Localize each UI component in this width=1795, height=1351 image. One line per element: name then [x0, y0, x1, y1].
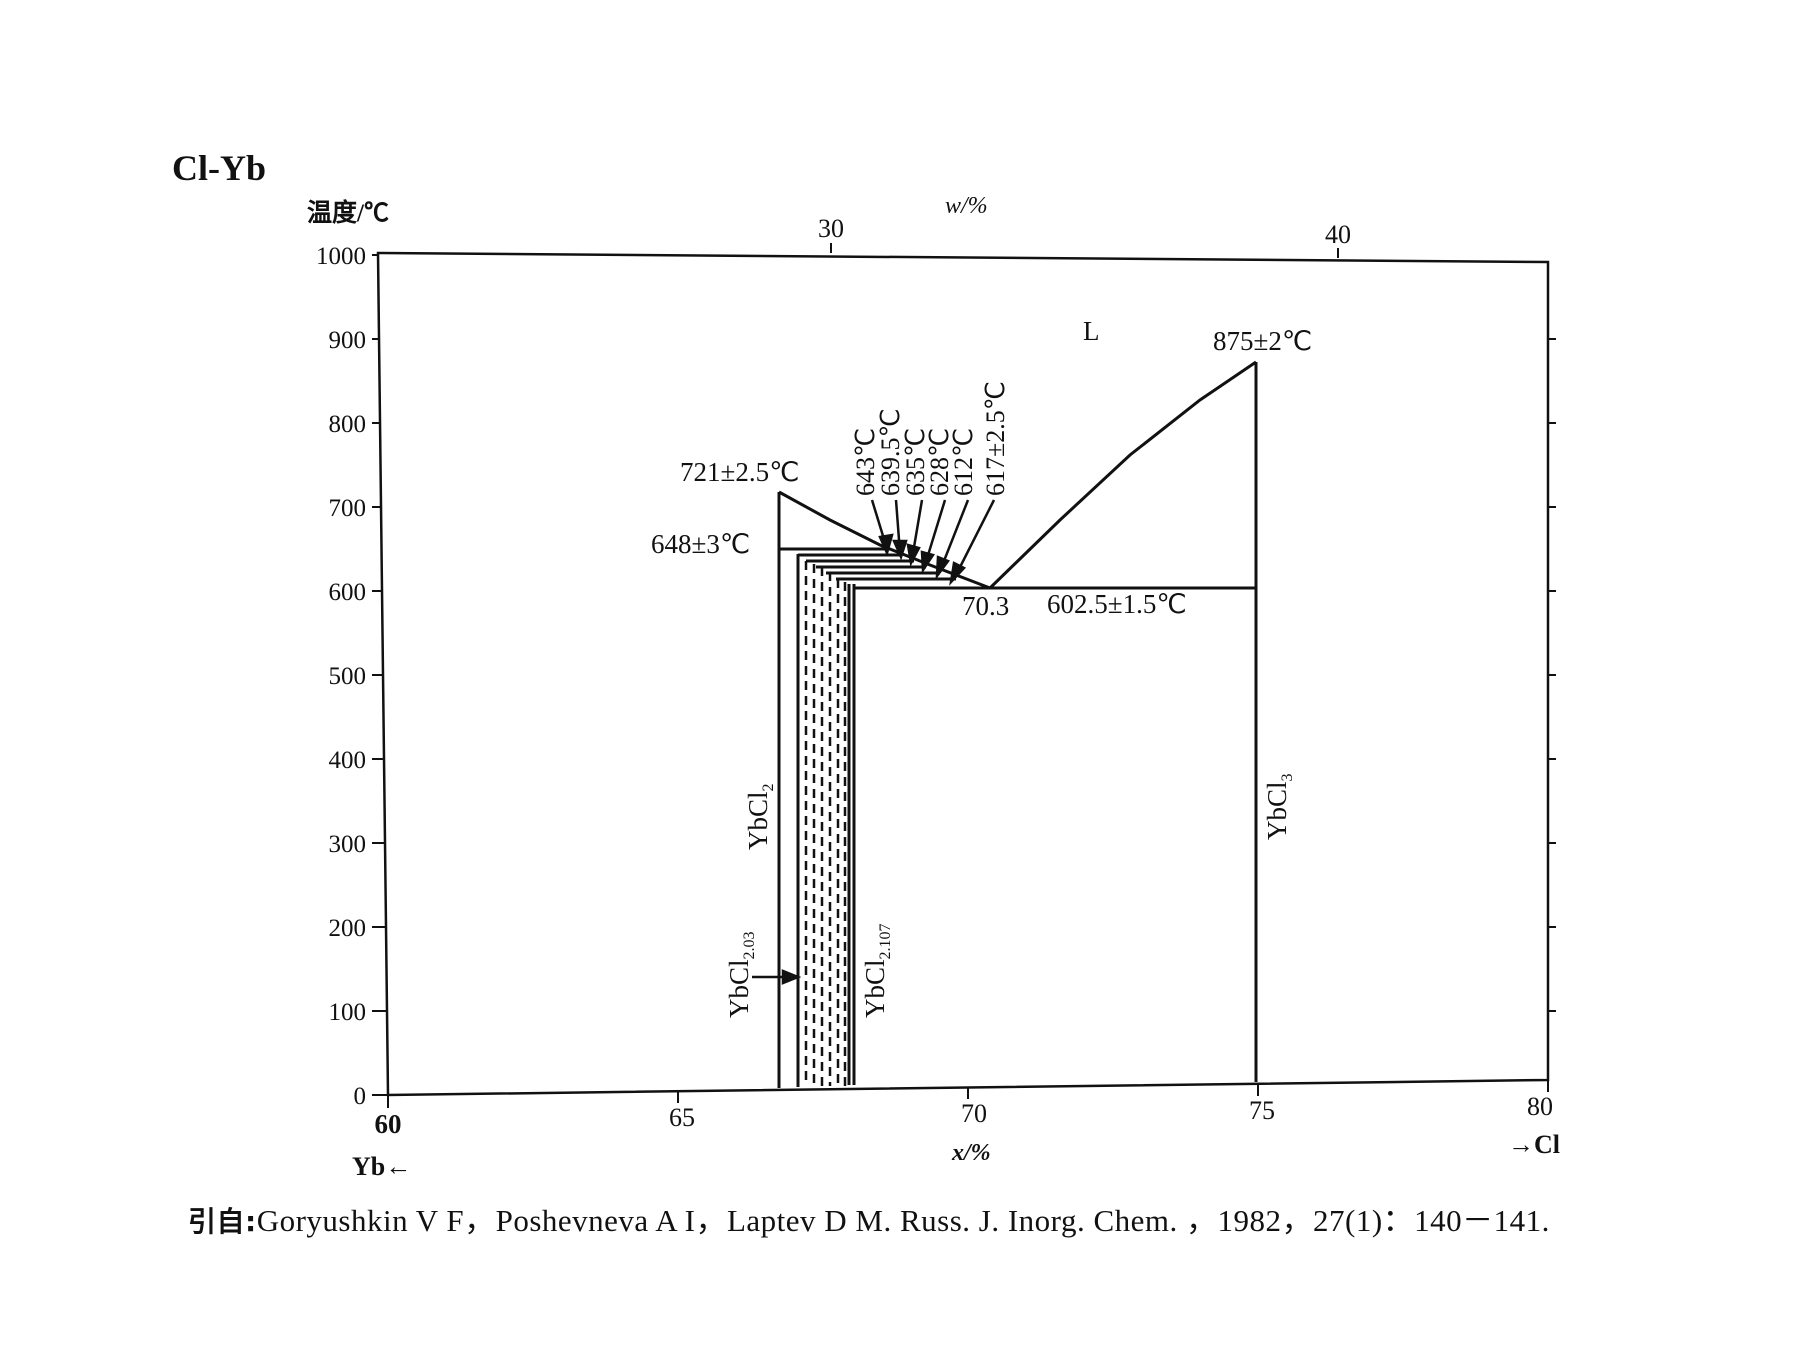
y-axis-ticks — [372, 254, 1556, 1096]
ybcl2-label: YbCl2 — [743, 783, 777, 850]
citation-text: Goryushkin V F，Poshevneva A I，Laptev D M… — [256, 1203, 1550, 1238]
peritectic-648-label: 648±3℃ — [651, 529, 750, 559]
liquid-label: L — [1083, 316, 1100, 346]
y-tick-400: 400 — [329, 747, 367, 774]
x-tick-65: 65 — [669, 1103, 695, 1132]
label-612: 612℃ — [949, 428, 978, 496]
plot-frame — [376, 251, 1550, 1097]
x-tick-80: 80 — [1527, 1092, 1553, 1121]
eutectic-temperature-label: 602.5±1.5℃ — [1047, 589, 1187, 619]
y-tick-500: 500 — [329, 663, 367, 690]
citation-prefix: 引自: — [188, 1205, 257, 1238]
top-tick-30: 30 — [818, 214, 844, 243]
ybcl2-melting-label: 721±2.5℃ — [680, 457, 799, 487]
ybcl3-melting-label: 875±2℃ — [1213, 326, 1312, 356]
y-tick-300: 300 — [329, 831, 367, 858]
liquidus-left — [778, 490, 991, 590]
label-639: 639.5℃ — [876, 408, 905, 496]
liquidus-right — [988, 360, 1257, 590]
y-tick-600: 600 — [329, 579, 367, 606]
x-tick-70: 70 — [961, 1099, 987, 1128]
y-tick-100: 100 — [329, 999, 367, 1026]
label-617: 617±2.5℃ — [981, 381, 1010, 496]
figure-title: Cl-Yb — [172, 148, 266, 188]
y-tick-900: 900 — [329, 327, 367, 354]
x-tick-60: 60 — [375, 1109, 402, 1139]
x-tick-75: 75 — [1249, 1096, 1275, 1125]
ybcl2-107-label: YbCl2.107 — [860, 923, 894, 1018]
y-tick-200: 200 — [329, 915, 367, 942]
label-635: 635℃ — [901, 428, 930, 496]
top-axis-label: w/% — [945, 193, 988, 219]
y-tick-800: 800 — [329, 411, 367, 438]
intermediate-phases — [804, 561, 847, 1086]
label-628: 628℃ — [925, 428, 954, 496]
ybcl3-label: YbCl3 — [1262, 773, 1296, 840]
y-axis-label: 温度/℃ — [307, 198, 389, 227]
y-tick-700: 700 — [329, 495, 367, 522]
y-tick-0: 0 — [354, 1083, 367, 1110]
x-axis-label: x/% — [951, 1140, 991, 1166]
y-tick-1000: 1000 — [316, 243, 366, 270]
left-end-label: Yb← — [352, 1152, 411, 1181]
label-643: 643℃ — [851, 428, 880, 496]
temperature-arrows — [752, 499, 996, 985]
x-axis-ticks — [387, 243, 1549, 1108]
citation: 引自:Goryushkin V F，Poshevneva A I，Laptev … — [188, 1195, 1550, 1240]
eutectic-composition-label: 70.3 — [962, 591, 1009, 621]
top-tick-40: 40 — [1325, 220, 1351, 249]
ybcl2-03-label: YbCl2.03 — [724, 931, 758, 1018]
right-end-label: →Cl — [1508, 1130, 1560, 1159]
